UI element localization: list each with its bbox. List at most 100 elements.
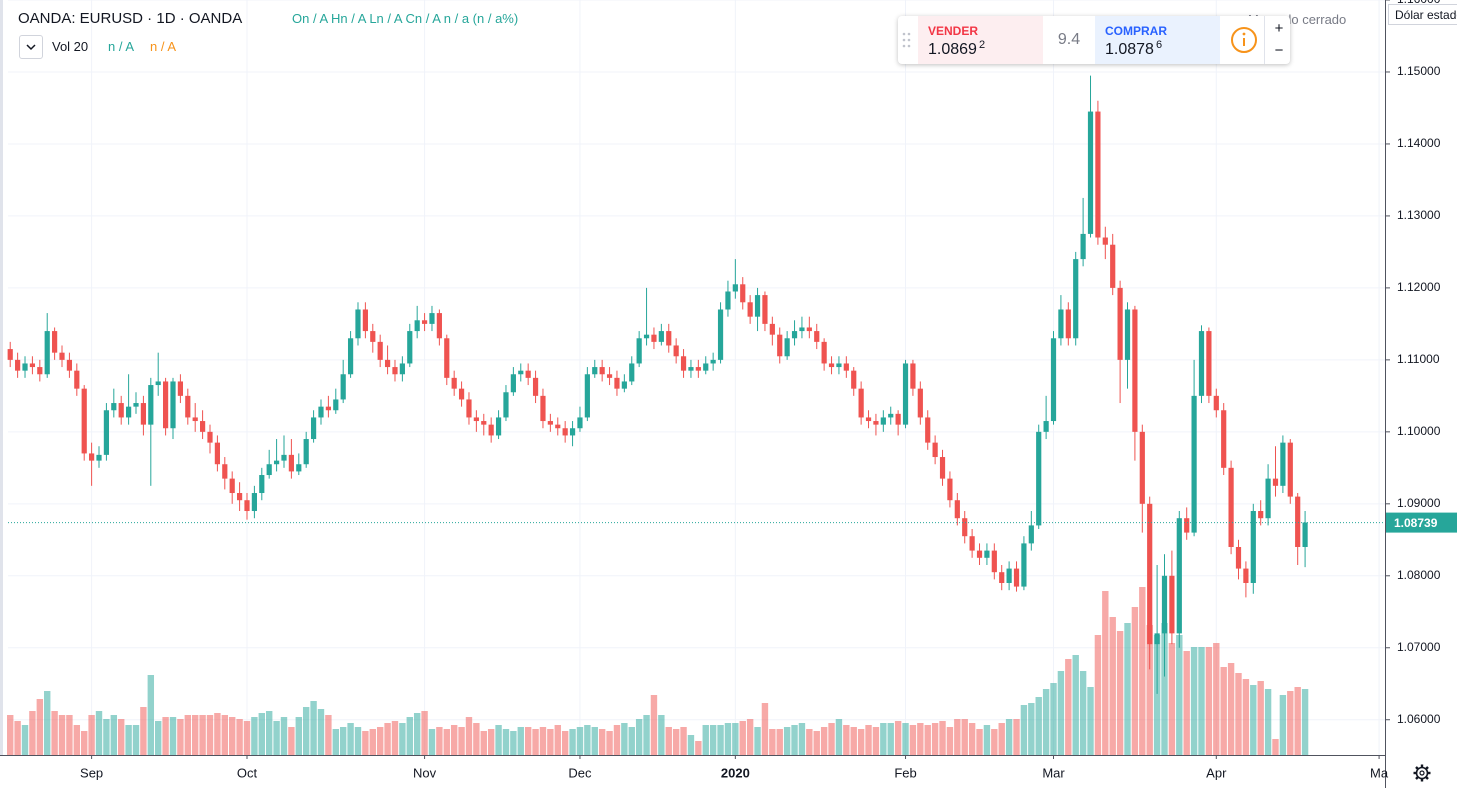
volume-bar xyxy=(465,717,473,755)
volume-bar xyxy=(968,723,976,755)
volume-bar xyxy=(517,727,524,755)
candle-body xyxy=(1080,233,1086,260)
buy-price: 1.0878 6 xyxy=(1105,39,1162,59)
y-tick-label: 1.11000 xyxy=(1397,352,1440,366)
volume-bar xyxy=(857,729,865,755)
volume-bar xyxy=(621,723,628,755)
volume-bar xyxy=(1042,689,1050,755)
candle-body xyxy=(1087,111,1094,234)
volume-bar xyxy=(843,725,850,755)
last-price-label: 1.08739 xyxy=(1394,516,1438,530)
volume-bar xyxy=(1250,685,1257,755)
volume-bar xyxy=(1294,687,1301,755)
volume-bar xyxy=(732,723,739,755)
candle-body xyxy=(606,374,613,378)
volume-bar xyxy=(746,719,754,755)
volume-bar xyxy=(909,725,917,755)
candle-body xyxy=(1272,478,1279,486)
candle-body xyxy=(643,334,650,339)
candle-body xyxy=(873,421,879,425)
zoom-in-button[interactable]: + xyxy=(1274,20,1284,37)
candle-body xyxy=(1191,395,1197,533)
volume-bar xyxy=(214,713,221,755)
candle-body xyxy=(436,313,442,339)
volume-bar xyxy=(1279,695,1287,755)
candle-body xyxy=(540,395,546,422)
candle-body xyxy=(1250,511,1256,583)
candle-body xyxy=(251,493,257,512)
candle-body xyxy=(636,338,642,364)
y-tick-label: 1.14000 xyxy=(1397,136,1441,150)
candle-body xyxy=(976,550,983,558)
volume-bar xyxy=(872,727,880,755)
volume-bar xyxy=(554,725,561,755)
candle-body xyxy=(140,403,147,425)
candle-body xyxy=(333,399,339,411)
volume-bar xyxy=(140,707,147,755)
volume-bar xyxy=(458,727,465,755)
candle-body xyxy=(843,363,849,371)
volume-bar xyxy=(443,729,450,755)
volume-bar xyxy=(1079,671,1087,755)
volume-bar xyxy=(724,723,732,755)
zoom-out-button[interactable]: − xyxy=(1274,42,1284,59)
candle-body xyxy=(458,388,465,400)
candle-body xyxy=(984,550,990,558)
candle-body xyxy=(954,500,960,519)
volume-bar xyxy=(820,727,828,755)
candle-body xyxy=(259,475,265,494)
volume-bar xyxy=(1272,739,1279,755)
volume-bar xyxy=(1301,689,1309,755)
volume-bar xyxy=(66,715,73,755)
collapse-button[interactable] xyxy=(19,35,43,59)
volume-bar xyxy=(436,727,443,755)
candle-body xyxy=(1287,442,1293,497)
info-icon[interactable] xyxy=(1229,25,1259,55)
candle-body xyxy=(925,417,931,443)
sell-button[interactable]: VENDER 1.0869 2 xyxy=(918,16,1043,64)
candle-body xyxy=(1050,338,1057,422)
volume-bar xyxy=(450,725,458,755)
volume-bar xyxy=(1183,651,1190,755)
volume-bar xyxy=(954,719,961,755)
sell-price: 1.0869 2 xyxy=(928,39,985,59)
candle-body xyxy=(495,417,502,436)
candle-body xyxy=(784,338,790,357)
volume-bar xyxy=(658,715,665,755)
candle-body xyxy=(370,331,376,342)
candle-body xyxy=(29,363,36,368)
candle-body xyxy=(1117,287,1123,360)
candle-body xyxy=(200,421,206,432)
buy-button[interactable]: COMPRAR 1.0878 6 xyxy=(1095,16,1220,64)
volume-bar xyxy=(569,729,576,755)
volume-bar xyxy=(295,717,302,755)
volume-label: Vol 20 xyxy=(52,39,89,54)
volume-bar xyxy=(310,701,317,755)
candle-body xyxy=(1110,244,1116,288)
candle-body xyxy=(207,431,213,443)
candle-body xyxy=(717,309,724,360)
chevron-icon xyxy=(26,44,36,51)
x-tick-label: Apr xyxy=(1206,765,1227,780)
candle-body xyxy=(170,381,176,429)
candle-body xyxy=(836,363,842,368)
volume-bar xyxy=(1020,705,1028,755)
volume-bar xyxy=(1131,607,1139,755)
volume-bar xyxy=(665,727,672,755)
y-tick-label: 1.15000 xyxy=(1397,64,1441,78)
volume-bar xyxy=(1116,631,1124,755)
volume-bar xyxy=(132,725,140,755)
buy-pip: 6 xyxy=(1155,39,1163,51)
candle-body xyxy=(814,331,820,342)
candle-body xyxy=(44,331,50,375)
volume-bar xyxy=(376,727,384,755)
candle-body xyxy=(1095,111,1101,238)
candle-body xyxy=(532,377,539,396)
volume-bar xyxy=(510,731,517,755)
candle-body xyxy=(222,464,228,479)
settings-icon[interactable] xyxy=(1413,764,1431,782)
volume-bar xyxy=(44,691,51,755)
candle-body xyxy=(592,367,598,375)
volume-bar xyxy=(243,721,251,755)
volume-bar xyxy=(1109,617,1116,755)
